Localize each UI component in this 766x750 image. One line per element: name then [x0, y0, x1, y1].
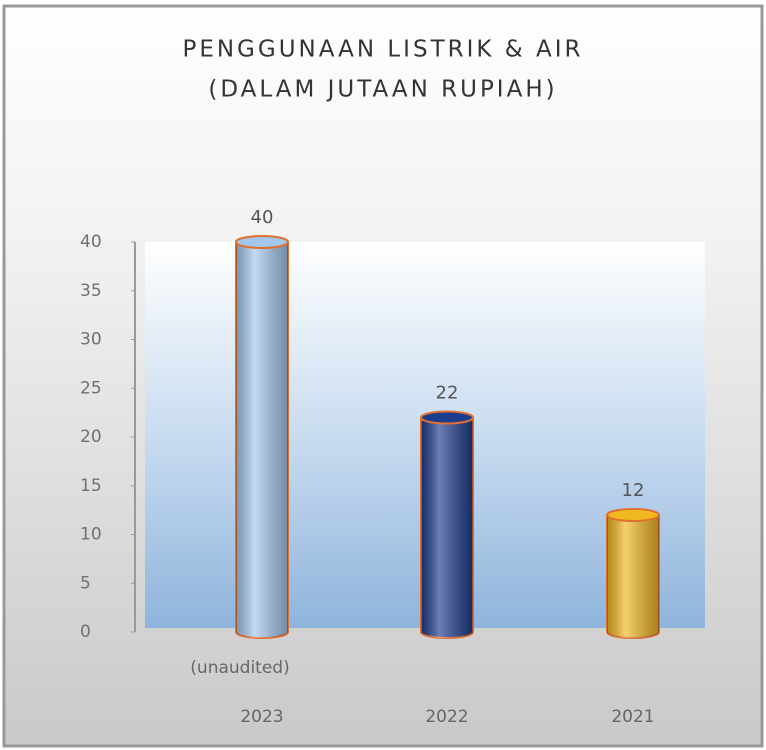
chart-subtitle: (DALAM JUTAAN RUPIAH)	[208, 77, 557, 103]
y-tick-label: 35	[80, 281, 102, 301]
bar-shade	[607, 515, 659, 638]
value-label: 22	[436, 383, 459, 404]
y-tick-label: 25	[80, 378, 102, 398]
bar-cap	[606, 508, 660, 522]
y-tick-label: 20	[80, 427, 102, 447]
y-tick-label: 15	[80, 476, 102, 496]
bar-cap	[235, 235, 289, 249]
bar-shade	[236, 242, 288, 638]
y-tick-label: 30	[80, 330, 102, 350]
x-tick-label: 2023	[240, 707, 283, 727]
x-tick-label: 2021	[611, 707, 654, 727]
y-tick-label: 0	[80, 622, 91, 642]
note: (unaudited)	[190, 658, 289, 678]
value-label: 40	[251, 207, 274, 228]
y-tick-label: 40	[80, 232, 102, 252]
bar-shade	[421, 417, 473, 638]
y-tick-label: 10	[80, 525, 102, 545]
x-tick-label: 2022	[425, 707, 468, 727]
value-label: 12	[622, 480, 645, 501]
y-tick-label: 5	[80, 573, 91, 593]
bar-cap	[420, 410, 474, 425]
chart-title: PENGGUNAAN LISTRIK & AIR	[182, 37, 583, 63]
